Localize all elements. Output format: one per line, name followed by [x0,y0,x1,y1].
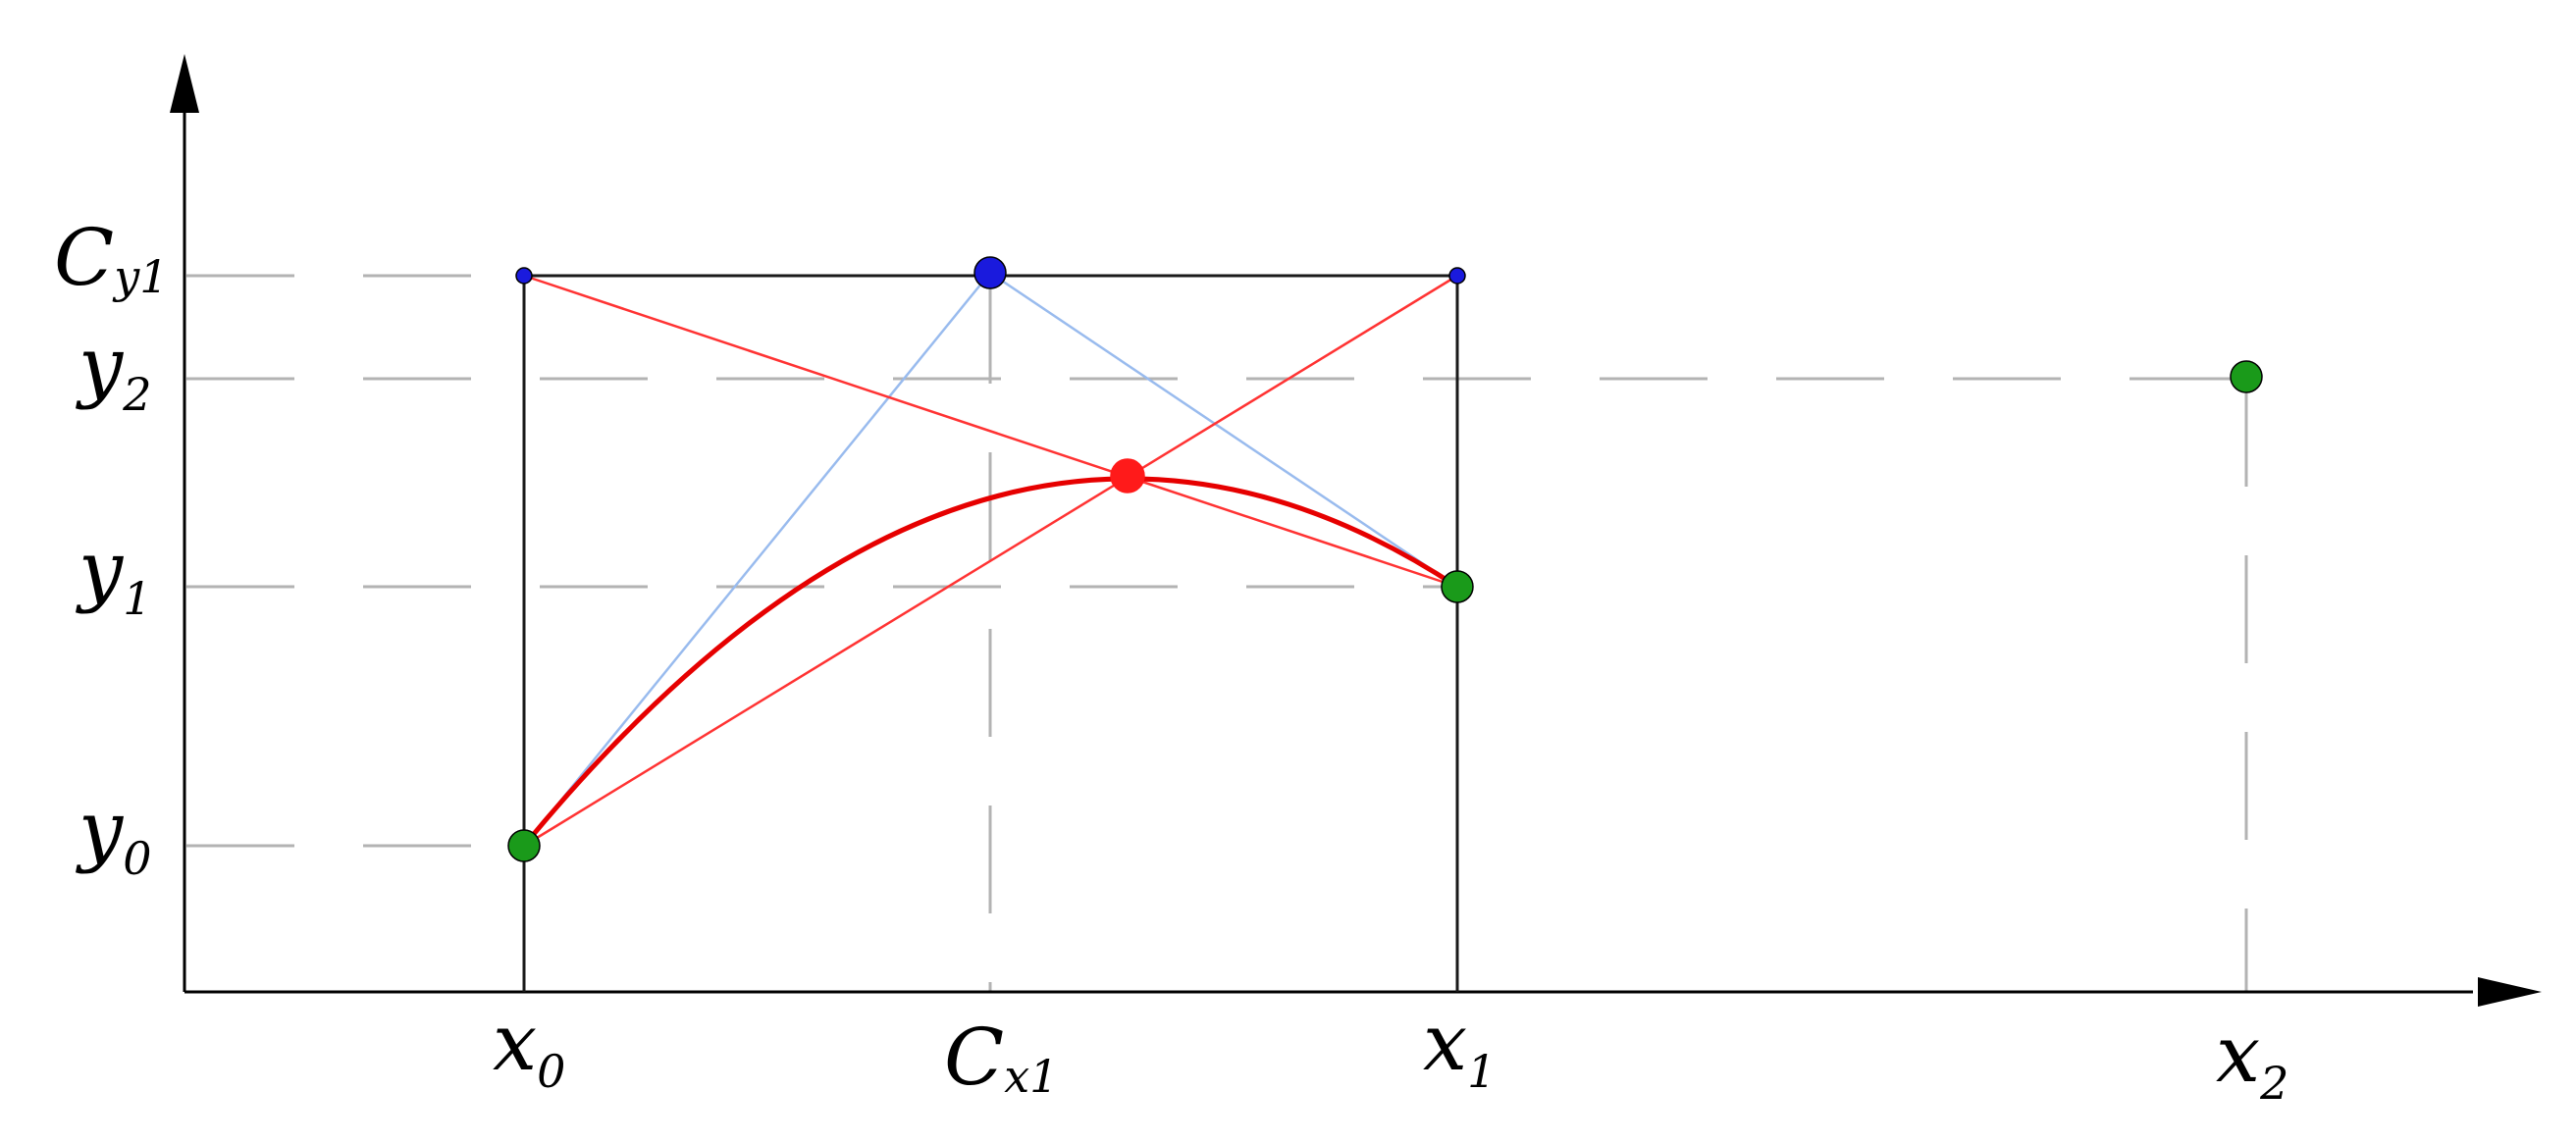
label-x0: x0 [493,997,565,1098]
label-x1: x1 [1423,997,1496,1098]
guide-lines [186,274,2248,991]
control-line-c1-p1 [989,271,1458,589]
y-axis-arrowhead [170,54,199,113]
point-p2 [2230,360,2263,393]
label-cy1: Cy1 [54,212,168,303]
axes [170,54,2542,1007]
points [507,256,2263,862]
control-polygon [523,271,1458,847]
control-point-c1 [973,256,1007,289]
x-axis-labels: x0 Cx1 x1 x2 [493,997,2288,1110]
diagonals [523,274,1458,848]
y-axis-labels: Cy1 y2 y1 y0 [54,212,168,885]
point-p0 [507,829,541,862]
label-x2: x2 [2216,1009,2288,1110]
diagonal-corner-p1 [523,274,1458,589]
label-cx1: Cx1 [944,1012,1058,1103]
corner-point-left [515,267,533,285]
control-line-p0-c1 [523,272,991,847]
x-axis-arrowhead [2478,977,2542,1007]
label-y0: y0 [76,784,151,885]
label-y1: y1 [76,524,151,625]
curve-midpoint [1110,458,1145,494]
bezier-curve [522,476,1459,848]
corner-point-right [1448,267,1466,285]
point-p1 [1441,570,1474,603]
diagonal-p0-corner [523,274,1458,848]
label-y2: y2 [76,320,151,421]
